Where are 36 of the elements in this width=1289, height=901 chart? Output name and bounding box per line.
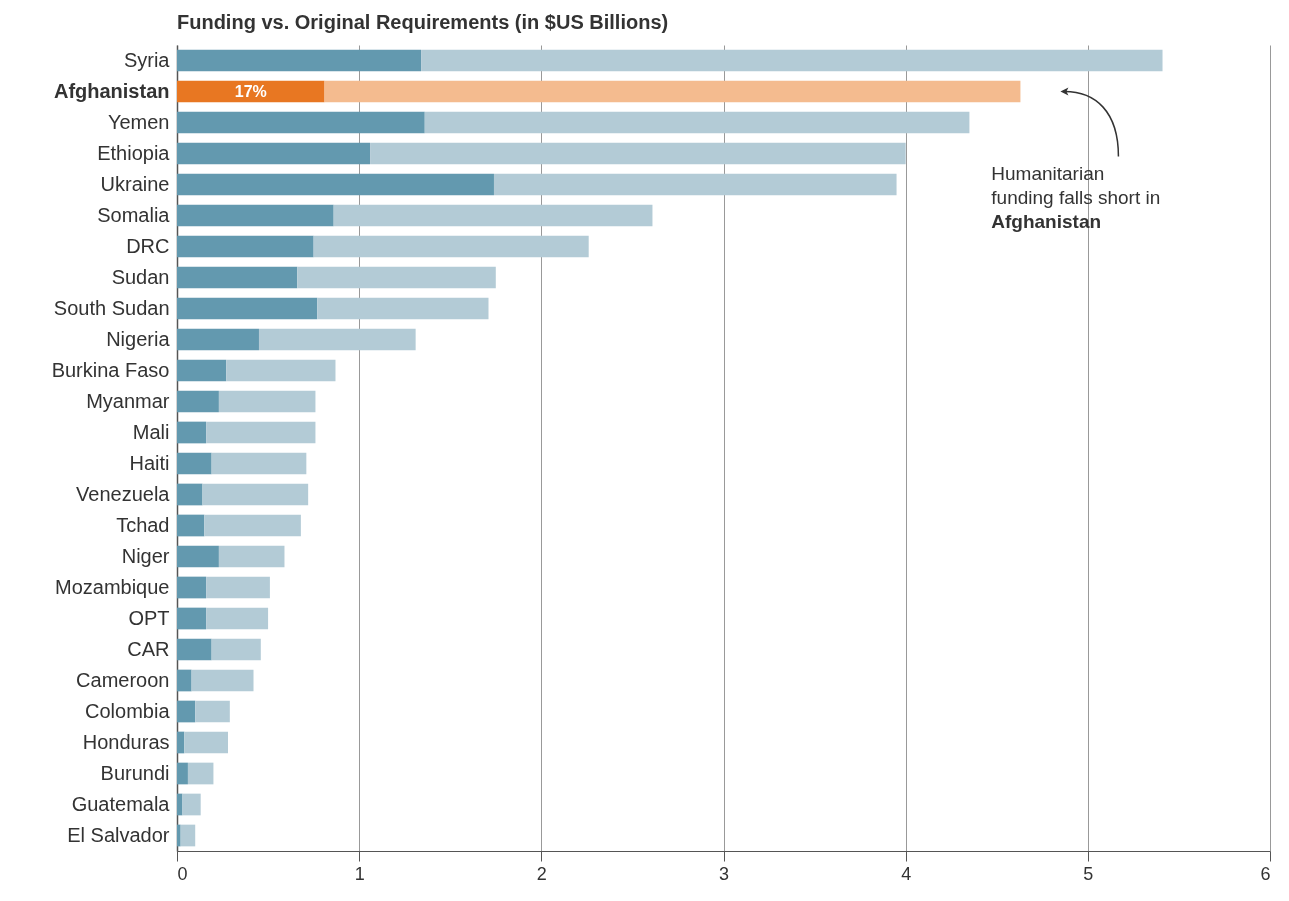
annotation: Humanitarian funding falls short in Afghanistan (991, 161, 1162, 234)
annotation: 17% (234, 82, 267, 100)
y-tick-label: Mozambique (54, 575, 170, 598)
y-tick-label: Yemen (107, 110, 170, 133)
x-tick-label: 0 (177, 863, 188, 884)
y-tick-label: OPT (128, 606, 170, 629)
y-tick-label: Venezuela (76, 482, 171, 505)
y-tick-label: CAR (127, 637, 170, 660)
x-tick-label: 2 (536, 863, 547, 884)
y-tick-label: DRC (126, 234, 170, 257)
y-tick-label: Tchad (116, 513, 170, 536)
y-tick-label: Burkina Faso (51, 358, 170, 381)
y-tick-label: El Salvador (67, 823, 170, 846)
y-tick-label: Afghanistan (53, 79, 170, 102)
x-tick-label: 4 (901, 863, 912, 884)
x-tick-label: 1 (354, 863, 365, 884)
y-tick-label: Colombia (85, 699, 171, 722)
x-tick-label: 3 (718, 863, 730, 884)
x-tick-label: 6 (1260, 863, 1271, 884)
x-tick-label: 5 (1083, 863, 1094, 884)
y-tick-label: Ukraine (100, 172, 170, 195)
y-tick-label: Honduras (82, 730, 170, 753)
y-tick-label: Ethiopia (97, 141, 171, 164)
y-tick-label: Cameroon (76, 668, 170, 691)
y-tick-label: Nigeria (106, 327, 171, 350)
y-tick-label: Somalia (97, 203, 171, 226)
y-tick-label: Burundi (100, 761, 170, 784)
y-tick-label: Haiti (129, 451, 170, 474)
y-tick-label: Mali (132, 420, 170, 443)
y-tick-label: Myanmar (86, 389, 170, 412)
y-tick-label: Syria (123, 48, 171, 71)
y-tick-label: South Sudan (53, 296, 170, 319)
chart-title: Funding vs. Original Requirements (in $US Billions) (177, 11, 669, 33)
y-tick-label: Sudan (111, 265, 170, 288)
y-tick-label: Niger (121, 544, 170, 567)
y-tick-label: Guatemala (71, 792, 171, 815)
